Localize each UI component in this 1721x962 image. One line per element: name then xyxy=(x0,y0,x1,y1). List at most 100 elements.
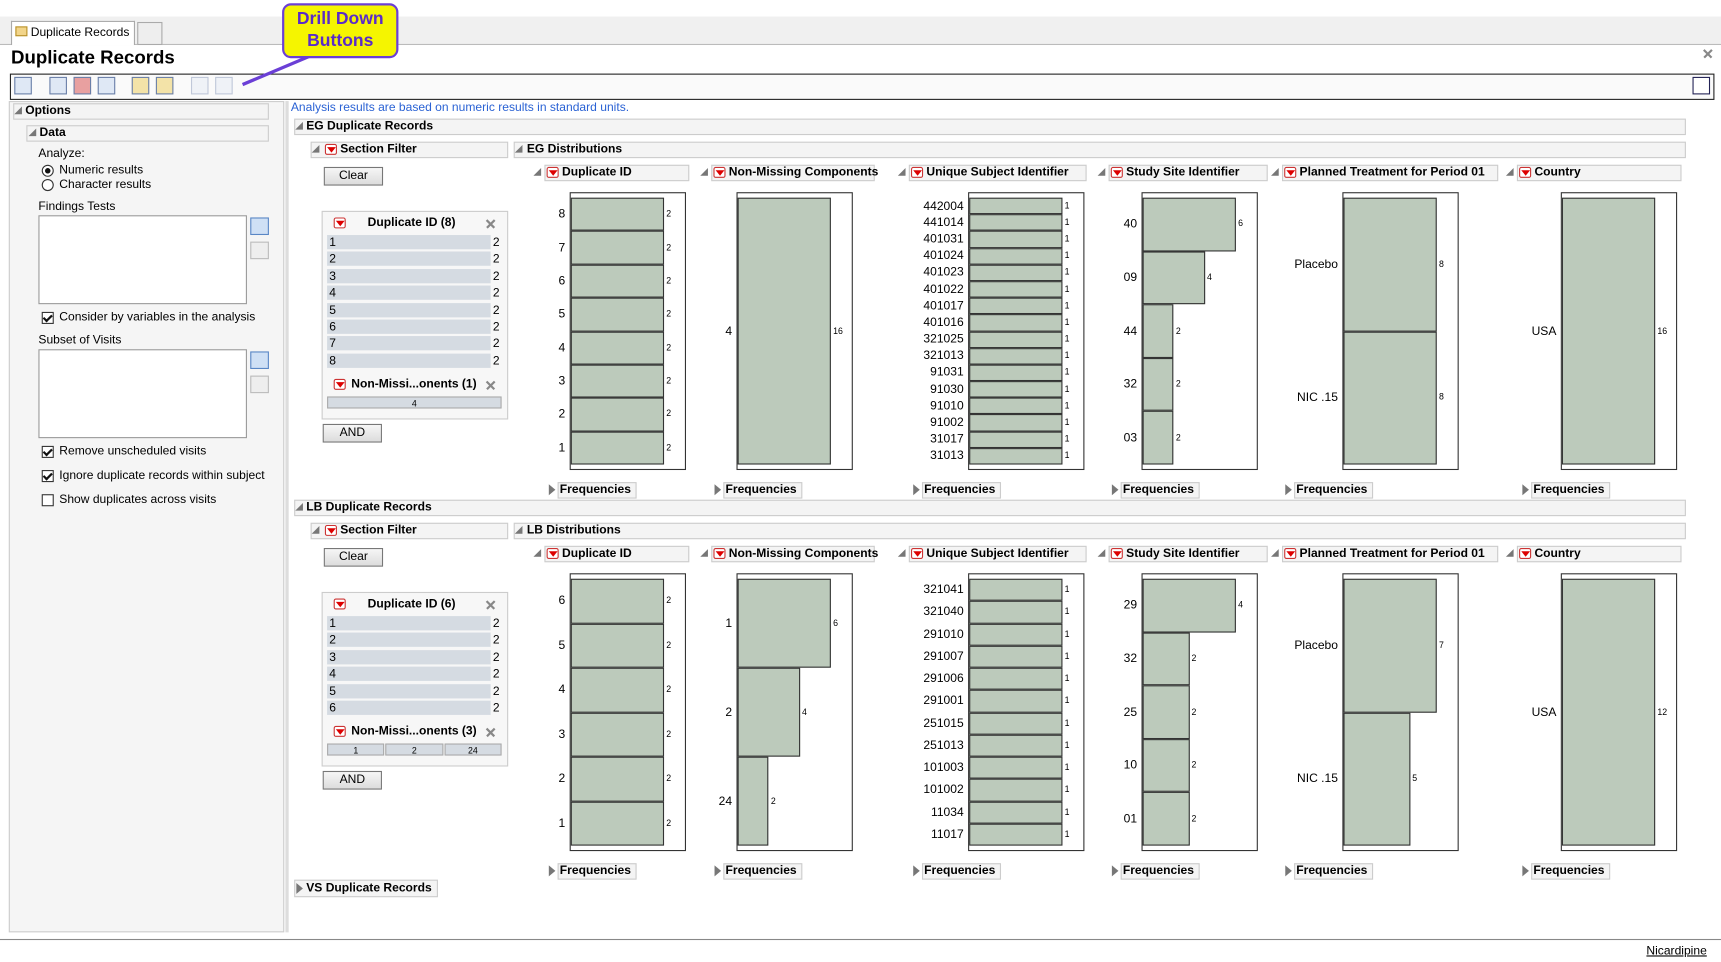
disclosure-icon[interactable] xyxy=(1271,549,1279,557)
add-button[interactable] xyxy=(250,217,269,235)
disclosure-icon[interactable] xyxy=(1285,865,1292,876)
value-label: 8 xyxy=(1439,392,1444,403)
category-label: 401022 xyxy=(854,282,964,297)
value-label: 1 xyxy=(1065,417,1070,428)
disclosure-icon[interactable] xyxy=(29,128,37,136)
disclosure-icon[interactable] xyxy=(14,107,22,115)
frequencies-label: Frequencies xyxy=(726,863,797,878)
filter-item[interactable] xyxy=(327,701,491,715)
disclosure-icon[interactable] xyxy=(1522,865,1529,876)
disclosure-icon[interactable] xyxy=(1112,484,1119,495)
disclosure-icon[interactable] xyxy=(549,484,556,495)
disclosure-icon[interactable] xyxy=(549,865,556,876)
disclosure-icon[interactable] xyxy=(312,145,320,153)
category-label: 11034 xyxy=(854,805,964,820)
filter-item[interactable]: 1 xyxy=(327,744,384,756)
section-title: LB Duplicate Records xyxy=(306,500,431,515)
remove-button[interactable] xyxy=(250,242,269,260)
disclosure-icon[interactable] xyxy=(715,865,722,876)
disclosure-icon[interactable] xyxy=(295,503,303,511)
disclosure-icon[interactable] xyxy=(1271,168,1279,176)
data-title: Data xyxy=(40,125,66,140)
red-triangle-glyph xyxy=(549,170,558,175)
disclosure-icon[interactable] xyxy=(1506,549,1514,557)
filter-item[interactable]: 24 xyxy=(444,744,501,756)
category-label: 4 xyxy=(456,682,566,697)
category-label: 4 xyxy=(456,340,566,355)
filter-title: Section Filter xyxy=(340,142,416,157)
bar xyxy=(1143,358,1174,411)
category-label: 01 xyxy=(1027,811,1137,826)
disclosure-icon[interactable] xyxy=(898,168,906,176)
button[interactable]: Clear xyxy=(324,548,383,567)
disclosure-icon[interactable] xyxy=(1098,549,1106,557)
bar xyxy=(969,298,1062,315)
value-label: 2 xyxy=(1176,326,1181,337)
disclosure-icon[interactable] xyxy=(1098,168,1106,176)
category-label: 10 xyxy=(1027,758,1137,773)
disclosure-icon[interactable] xyxy=(295,122,303,130)
category-label: 11017 xyxy=(854,827,964,842)
disclosure-icon[interactable] xyxy=(1112,865,1119,876)
filter-item-label: 8 xyxy=(329,353,336,368)
disclosure-icon[interactable] xyxy=(1506,168,1514,176)
disclosure-icon[interactable] xyxy=(898,549,906,557)
outline-header xyxy=(514,523,1686,539)
filter-item-label: 2 xyxy=(329,252,336,267)
button[interactable]: AND xyxy=(323,771,382,790)
category-label: 291006 xyxy=(854,671,964,686)
filter-item-label: 4 xyxy=(329,667,336,682)
filter-item[interactable] xyxy=(327,353,491,367)
value-label: 1 xyxy=(1065,284,1070,295)
filter-item-label: 7 xyxy=(329,336,336,351)
disclosure-icon[interactable] xyxy=(700,168,708,176)
value-label: 2 xyxy=(666,595,671,606)
red-triangle-glyph xyxy=(327,528,336,533)
value-label: 6 xyxy=(833,618,838,629)
disclosure-icon[interactable] xyxy=(913,865,920,876)
analyze-label: Analyze: xyxy=(38,146,84,161)
add-button[interactable] xyxy=(250,351,269,369)
frequencies-label: Frequencies xyxy=(1123,863,1194,878)
category-label: 6 xyxy=(456,593,566,608)
button[interactable]: AND xyxy=(323,424,382,443)
disclosure-icon[interactable] xyxy=(700,549,708,557)
red-triangle-glyph xyxy=(549,551,558,556)
filter-item[interactable] xyxy=(327,667,491,681)
radio-button[interactable] xyxy=(42,179,54,191)
filter-item[interactable] xyxy=(327,616,491,630)
disclosure-icon[interactable] xyxy=(515,526,523,534)
disclosure-icon[interactable] xyxy=(533,168,541,176)
bar xyxy=(738,757,769,846)
value-label: 2 xyxy=(1191,760,1196,771)
filter-item[interactable]: 2 xyxy=(386,744,443,756)
disclosure-icon[interactable] xyxy=(533,549,541,557)
tab-label: Duplicate Records xyxy=(31,25,130,40)
category-label: 101003 xyxy=(854,760,964,775)
subset-list[interactable] xyxy=(38,349,247,438)
radio-label: Numeric results xyxy=(59,163,143,178)
value-label: 4 xyxy=(1207,272,1212,283)
disclosure-icon[interactable] xyxy=(1522,484,1529,495)
disclosure-icon[interactable] xyxy=(1285,484,1292,495)
red-triangle-glyph xyxy=(336,221,345,226)
disclosure-icon[interactable] xyxy=(515,145,523,153)
checkbox[interactable] xyxy=(42,494,54,506)
bar xyxy=(571,231,664,264)
value-label: 2 xyxy=(666,818,671,829)
findings-tests-list[interactable] xyxy=(38,215,247,304)
disclosure-icon[interactable] xyxy=(715,484,722,495)
disclosure-icon[interactable] xyxy=(296,883,303,894)
disclosure-icon[interactable] xyxy=(312,526,320,534)
remove-button[interactable] xyxy=(250,376,269,394)
value-label: 1 xyxy=(1065,829,1070,840)
outline-header xyxy=(514,142,1686,158)
checkbox-label: Show duplicates across visits xyxy=(59,492,216,507)
filter-item-count: 2 xyxy=(493,701,500,716)
report-tab[interactable] xyxy=(137,22,162,45)
disclosure-icon[interactable] xyxy=(913,484,920,495)
bar xyxy=(969,248,1062,265)
filter-item-label: 1 xyxy=(329,235,336,250)
button[interactable]: Clear xyxy=(324,167,383,186)
red-triangle-glyph xyxy=(336,730,345,735)
